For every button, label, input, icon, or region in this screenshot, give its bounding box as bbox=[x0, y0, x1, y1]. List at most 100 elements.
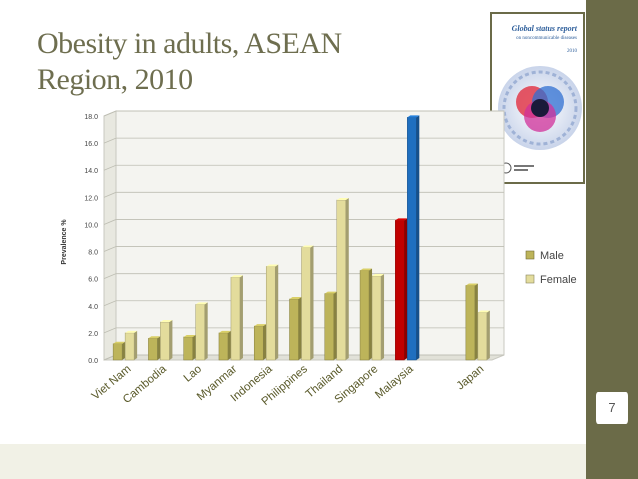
bar-female-front bbox=[160, 321, 170, 361]
bar-female-top bbox=[477, 310, 490, 313]
bar-male-side bbox=[122, 341, 126, 360]
bar-female-top bbox=[160, 320, 173, 323]
legend-swatch bbox=[525, 274, 535, 284]
bar-female-front bbox=[407, 117, 417, 361]
y-tick-label: 0.0 bbox=[88, 358, 98, 365]
bar-female bbox=[265, 264, 279, 361]
bar-female-side bbox=[381, 273, 385, 360]
slide-title: Obesity in adults, ASEAN Region, 2010 bbox=[37, 26, 397, 98]
bar-female-front bbox=[301, 247, 311, 361]
bar-male-top bbox=[113, 341, 126, 344]
bar-male-side bbox=[369, 268, 373, 360]
y-tick-label: 2.0 bbox=[88, 331, 98, 338]
bar-female-side bbox=[345, 198, 349, 360]
y-axis-label: Prevalence % bbox=[61, 219, 68, 265]
bar-female-top bbox=[407, 115, 420, 118]
bar-female-top bbox=[125, 330, 138, 333]
bar-male-top bbox=[289, 297, 302, 299]
y-tick-label: 14.0 bbox=[84, 168, 98, 175]
bar-female-side bbox=[275, 264, 279, 360]
bar-male bbox=[324, 291, 337, 361]
bar-female-front bbox=[336, 199, 347, 361]
bar-female bbox=[230, 275, 243, 361]
bar-male-side bbox=[157, 336, 161, 360]
report-cover-image: Global status report on noncommunicable … bbox=[490, 12, 585, 184]
bar-female-front bbox=[230, 277, 241, 361]
x-tick-label: Lao bbox=[182, 363, 204, 385]
bar-female-side bbox=[310, 245, 314, 360]
gridline bbox=[103, 246, 504, 252]
bar-female bbox=[124, 330, 138, 361]
bar-female-top bbox=[301, 245, 314, 248]
bar-female-front bbox=[265, 266, 276, 361]
bar-female-side bbox=[239, 275, 243, 360]
bar-male-side bbox=[192, 334, 196, 360]
bar-female-top bbox=[336, 198, 349, 201]
gridline bbox=[103, 191, 504, 198]
bar-male-front bbox=[465, 285, 476, 361]
bar-male bbox=[395, 218, 408, 361]
bar-female-top bbox=[266, 264, 279, 267]
cover-year: 2010 bbox=[567, 49, 577, 54]
bar-male-front bbox=[148, 338, 158, 361]
bar-male-side bbox=[333, 291, 337, 360]
bar-male-front bbox=[289, 298, 299, 361]
gridline bbox=[103, 164, 504, 171]
bar-female-top bbox=[372, 273, 385, 276]
legend-label: Female bbox=[540, 274, 577, 286]
bar-male-front bbox=[395, 220, 405, 361]
bar-male bbox=[359, 268, 373, 361]
bar-male bbox=[465, 283, 478, 361]
y-tick-label: 6.0 bbox=[88, 277, 98, 284]
bar-female bbox=[477, 310, 490, 361]
legend-label: Male bbox=[540, 250, 564, 262]
bar-female-top bbox=[195, 302, 208, 305]
bar-male-front bbox=[183, 336, 193, 361]
bar-male-top bbox=[465, 283, 478, 286]
y-tick-label: 18.0 bbox=[84, 114, 98, 121]
obesity-bar-chart: 0.0 2.0 4.0 6.0 8.0 10.0 12.0 14.0 16.0 18.0 Preva… bbox=[61, 110, 577, 408]
gridline bbox=[103, 137, 504, 144]
bar-female-top bbox=[230, 275, 243, 278]
bar-male-top bbox=[324, 291, 337, 294]
bar-male-side bbox=[298, 297, 302, 360]
bar-male-top bbox=[395, 218, 408, 221]
bar-male bbox=[253, 324, 267, 361]
bar-female bbox=[195, 302, 208, 361]
bar-male-front bbox=[218, 332, 229, 361]
bar-female-side bbox=[169, 320, 173, 360]
bar-male-front bbox=[112, 343, 123, 361]
bar-male bbox=[148, 336, 161, 361]
y-tick-label: 16.0 bbox=[84, 141, 98, 148]
x-tick-label: Japan bbox=[455, 363, 487, 392]
x-tick-label: Malaysia bbox=[373, 363, 416, 402]
bar-female-side bbox=[134, 330, 138, 360]
bar-female-front bbox=[371, 275, 382, 361]
bar-female bbox=[336, 198, 349, 361]
chart-side-wall bbox=[103, 110, 117, 361]
bar-female-front bbox=[195, 304, 205, 361]
bar-male-side bbox=[227, 330, 231, 360]
bar-male-front bbox=[324, 293, 335, 361]
bar-male-top bbox=[183, 334, 196, 337]
bar-male bbox=[218, 330, 231, 361]
slide-title-line2: Region, 2010 bbox=[37, 63, 193, 96]
gridline bbox=[103, 110, 504, 117]
bar-male-front bbox=[359, 270, 370, 361]
bar-male-side bbox=[474, 283, 478, 360]
bar-male-top bbox=[254, 324, 267, 327]
bar-male-side bbox=[404, 218, 408, 360]
bar-male-top bbox=[148, 336, 161, 339]
bottom-bar bbox=[0, 444, 586, 479]
bar-female bbox=[371, 273, 385, 361]
y-tick-label: 10.0 bbox=[84, 222, 98, 229]
y-tick-label: 12.0 bbox=[84, 195, 98, 202]
bar-female bbox=[160, 320, 173, 361]
bar-female-side bbox=[416, 115, 420, 360]
y-tick-label: 8.0 bbox=[88, 250, 98, 257]
bar-male bbox=[112, 341, 126, 361]
bar-male-front bbox=[253, 325, 264, 361]
legend-swatch bbox=[525, 250, 535, 260]
bar-male bbox=[183, 334, 196, 361]
